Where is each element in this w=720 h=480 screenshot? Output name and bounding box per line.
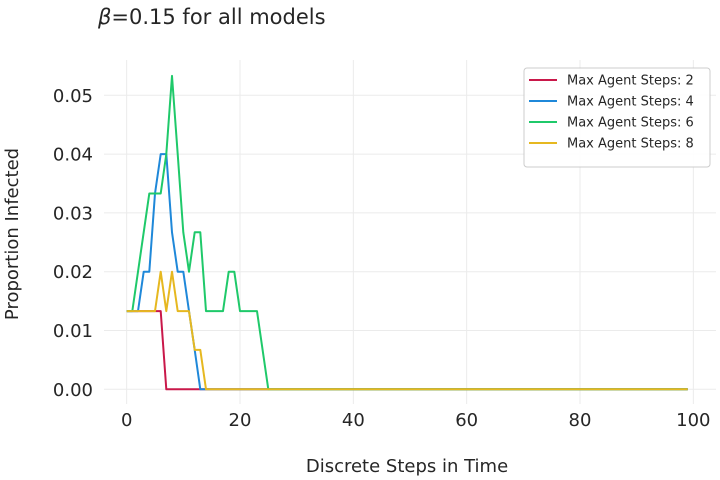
x-tick-label: 100 [676,410,710,431]
y-tick-labels: 0.00 0.01 0.02 0.03 0.04 0.05 [53,86,93,401]
series-line-4 [126,270,688,391]
y-tick-label: 0.03 [53,203,93,224]
legend: Max Agent Steps: 2 Max Agent Steps: 4 Max … [523,67,711,168]
y-tick-label: 0.02 [53,262,93,283]
title-text: =0.15 for all models [111,5,325,29]
chart-title: β=0.15 for all models [97,5,326,29]
series-line-3 [126,74,688,391]
legend-entry: Max Agent Steps: 2 [567,74,694,89]
x-tick-label: 60 [455,410,478,431]
series-lines [126,74,688,391]
legend-entry: Max Agent Steps: 6 [567,116,694,131]
y-axis-label: Proportion Infected [2,148,23,320]
series-line-1 [126,310,688,391]
y-tick-label: 0.05 [53,86,93,107]
y-tick-label: 0.04 [53,145,93,166]
x-tick-label: 20 [229,410,252,431]
x-tick-label: 80 [569,410,592,431]
legend-entry: Max Agent Steps: 8 [567,137,694,152]
y-tick-label: 0.01 [53,321,93,342]
x-tick-label: 0 [121,410,132,431]
x-tick-label: 40 [342,410,365,431]
legend-entry: Max Agent Steps: 4 [567,95,694,110]
x-tick-labels: 0 20 40 60 80 100 [121,410,711,431]
x-axis-label: Discrete Steps in Time [306,456,508,477]
y-tick-label: 0.00 [53,380,93,401]
legend-frame [523,67,711,168]
title-beta-symbol: β [97,5,111,29]
